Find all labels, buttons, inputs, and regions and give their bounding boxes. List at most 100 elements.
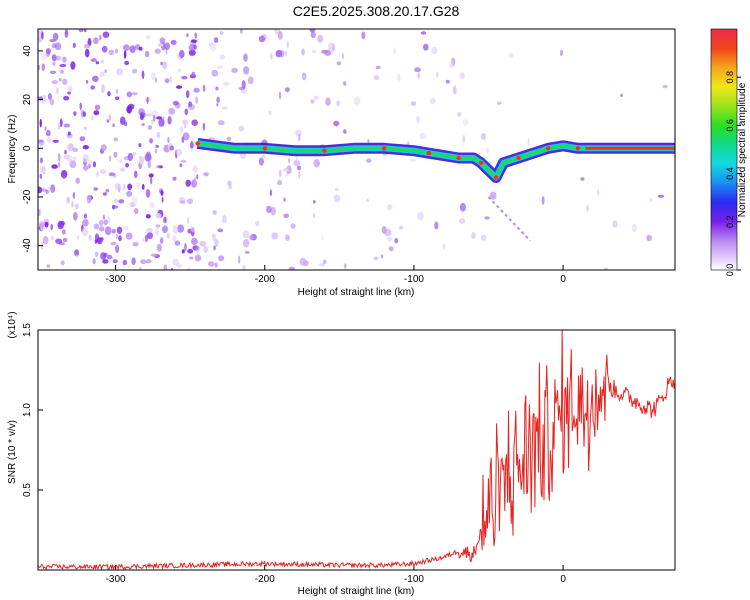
spectrogram-cell	[68, 85, 73, 92]
spectrogram-cell	[199, 240, 206, 247]
spectrogram-cell	[227, 180, 232, 187]
spectrogram-cell	[131, 257, 136, 266]
spectrogram-cell	[116, 68, 124, 76]
spectrogram-cell	[52, 139, 59, 143]
spectrogram-cell	[94, 104, 101, 111]
spectrogram-cell	[280, 49, 285, 58]
spectrogram-cell	[46, 136, 52, 143]
spectrogram-cell	[386, 236, 393, 242]
spectrogram-cell	[132, 241, 139, 247]
spectrogram-cell	[243, 66, 250, 75]
spectrogram-cell	[115, 244, 120, 254]
spectrogram-cell	[141, 123, 145, 127]
trace-point	[546, 146, 551, 151]
spectrogram-cell	[67, 91, 71, 95]
spectrogram-cell	[284, 87, 290, 93]
spectrogram-cell	[215, 86, 219, 91]
spectrogram-cell	[104, 69, 107, 74]
spectrogram-cell	[41, 63, 45, 72]
spectrogram-cell	[38, 186, 43, 194]
spectrogram-cell	[138, 46, 143, 51]
spectrogram-cell	[560, 49, 563, 57]
spectrogram-cell	[76, 235, 80, 240]
spectrogram-cell	[127, 183, 133, 191]
trace-echo	[487, 196, 532, 242]
spectrogram-cell	[105, 188, 110, 193]
spectrogram-cell	[191, 143, 195, 148]
spectrogram-cell	[106, 119, 110, 123]
spectrogram-cell	[82, 154, 89, 163]
spectrogram-cell	[247, 76, 254, 85]
spectrogram-cell	[187, 248, 194, 254]
spectrogram-cell	[216, 96, 220, 104]
spectrogram-cell	[266, 205, 272, 214]
spectrogram-cell	[44, 221, 49, 228]
spectrogram-cell	[41, 188, 47, 192]
spectrogram-cell	[203, 172, 209, 177]
spectrogram-cell	[108, 155, 112, 162]
spectrogram-cell	[317, 161, 320, 166]
spectrogram-cell	[102, 214, 106, 220]
spectrogram-cell	[172, 100, 179, 106]
spectrogram-cell	[270, 52, 273, 60]
spectrogram-cell	[72, 42, 76, 48]
spectrogram-cell	[150, 253, 158, 257]
spectrogram-cell	[129, 45, 136, 53]
spectrogram-cell	[662, 84, 668, 89]
spectrogram-cell	[79, 136, 86, 142]
spectrogram-cell	[120, 167, 126, 172]
spectrogram-cell	[216, 65, 223, 70]
spectrogram-cell	[38, 36, 42, 43]
spectrogram-cell	[184, 108, 189, 116]
spectrogram-cell	[284, 50, 288, 57]
spectrogram-cell	[179, 200, 186, 204]
spectrogram-cell	[104, 226, 112, 236]
y-tick-label: 0	[22, 145, 33, 151]
spectrogram-cell	[179, 126, 183, 134]
spectrogram-cell	[83, 165, 89, 171]
spectrogram-cell	[334, 187, 339, 192]
spectrogram-trace	[195, 137, 675, 242]
spectrogram-cell	[146, 35, 151, 40]
spectrogram-cell	[64, 29, 69, 38]
spectrogram-cell	[150, 176, 153, 185]
spectrogram-cell	[159, 37, 166, 44]
spectrogram-cell	[436, 71, 439, 78]
snr-x-ticks: -300 -200 -100 0	[106, 565, 566, 585]
spectrogram-cell	[193, 44, 197, 50]
spectrogram-cell	[64, 149, 67, 155]
snr-frame	[37, 329, 676, 571]
spectrogram-cell	[218, 255, 225, 262]
spectrogram-cell	[191, 71, 196, 77]
trace-point	[456, 155, 461, 161]
trace-point	[262, 146, 267, 151]
spectrogram-cell	[353, 96, 361, 105]
spectrogram-cell	[152, 114, 156, 122]
spectrogram-cell	[156, 131, 161, 139]
spectrogram-cell	[144, 50, 150, 58]
spectrogram-cell	[462, 118, 469, 126]
spectrogram-cell	[141, 183, 145, 190]
spectrogram-cell	[317, 34, 324, 43]
spectrogram-cell	[107, 254, 113, 260]
spectrogram-cell	[208, 261, 215, 267]
spectrogram-cell	[181, 136, 185, 144]
spectrogram-cell	[282, 167, 289, 172]
spectrogram-cell	[155, 213, 162, 219]
spectrogram-cell	[47, 93, 52, 100]
colorbar-tick-label: 0.4	[725, 167, 735, 180]
spectrogram-cell	[85, 79, 89, 84]
spectrogram-cell	[278, 91, 282, 100]
x-tick-label: 0	[560, 574, 566, 585]
spectrogram-cell	[192, 245, 199, 251]
spectrogram-cell	[62, 56, 67, 63]
spectrogram-cell	[238, 255, 241, 264]
spectrogram-cell	[217, 228, 224, 233]
spectrogram-cell	[67, 131, 71, 136]
spectrogram-cell	[311, 49, 317, 54]
spectrogram-cell	[58, 122, 61, 130]
spectrogram-y-ticks: -40 -20 0 20 40	[22, 45, 43, 253]
spectrogram-cell	[98, 219, 104, 226]
spectrogram-cell	[82, 145, 90, 150]
spectrogram-cell	[81, 227, 89, 237]
